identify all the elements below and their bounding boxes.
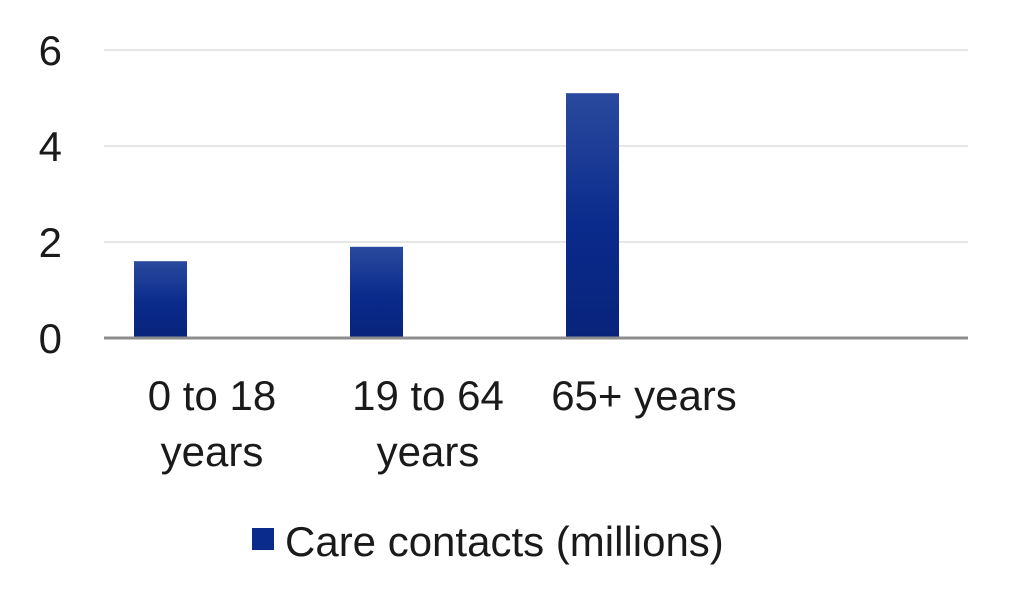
legend: Care contacts (millions) xyxy=(252,518,724,565)
y-tick-label-6: 6 xyxy=(39,27,62,74)
x-tick-labels: 0 to 18 years 19 to 64 years 65+ years xyxy=(148,372,737,475)
bar-0 xyxy=(134,261,187,338)
legend-label: Care contacts (millions) xyxy=(285,518,724,565)
legend-swatch xyxy=(252,528,274,550)
y-tick-label-0: 0 xyxy=(39,315,62,362)
x-tick-label-1-line-0: 19 to 64 xyxy=(352,372,504,419)
x-tick-label-0-line-1: years xyxy=(161,428,264,475)
y-tick-label-4: 4 xyxy=(39,123,62,170)
x-tick-label-0-line-0: 0 to 18 xyxy=(148,372,276,419)
gridlines xyxy=(104,49,968,243)
bars xyxy=(134,93,619,338)
y-tick-label-2: 2 xyxy=(39,219,62,266)
bar-2 xyxy=(566,93,619,338)
bar-1 xyxy=(350,246,403,338)
y-tick-labels: 0 2 4 6 xyxy=(39,27,62,362)
x-tick-label-1-line-1: years xyxy=(377,428,480,475)
x-tick-label-2-line-0: 65+ years xyxy=(551,372,737,419)
